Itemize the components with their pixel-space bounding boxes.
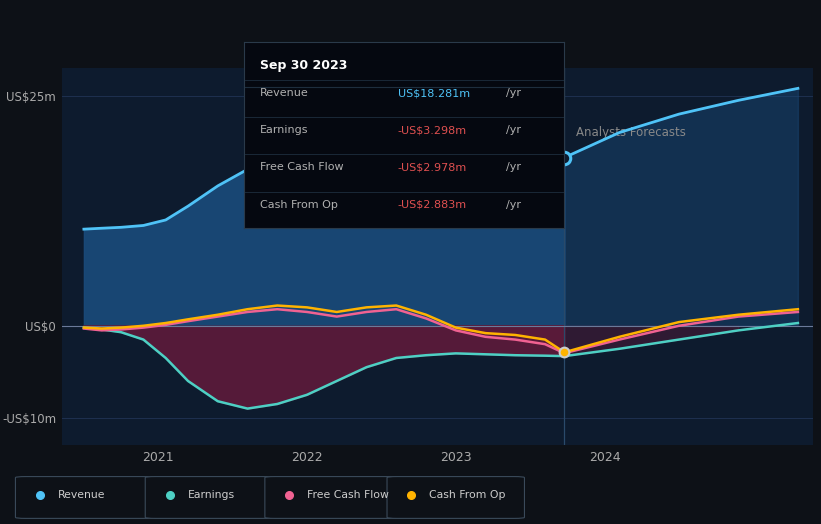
Text: Free Cash Flow: Free Cash Flow: [260, 162, 343, 172]
FancyBboxPatch shape: [145, 477, 273, 518]
Text: Cash From Op: Cash From Op: [260, 200, 337, 210]
Text: /yr: /yr: [507, 200, 521, 210]
Text: Cash From Op: Cash From Op: [429, 490, 506, 500]
Text: -US$2.883m: -US$2.883m: [397, 200, 466, 210]
Text: -US$3.298m: -US$3.298m: [397, 125, 466, 135]
Text: Revenue: Revenue: [57, 490, 105, 500]
Text: Revenue: Revenue: [260, 88, 309, 98]
Text: Earnings: Earnings: [187, 490, 235, 500]
FancyBboxPatch shape: [16, 477, 153, 518]
Text: /yr: /yr: [507, 88, 521, 98]
Text: Past: Past: [524, 126, 553, 139]
Text: -US$2.978m: -US$2.978m: [397, 162, 467, 172]
Text: Analysts Forecasts: Analysts Forecasts: [576, 126, 686, 139]
Text: /yr: /yr: [507, 125, 521, 135]
Text: US$18.281m: US$18.281m: [397, 88, 470, 98]
Text: /yr: /yr: [507, 162, 521, 172]
Text: Earnings: Earnings: [260, 125, 309, 135]
Text: Sep 30 2023: Sep 30 2023: [260, 59, 347, 72]
FancyBboxPatch shape: [387, 477, 525, 518]
FancyBboxPatch shape: [265, 477, 397, 518]
Text: Free Cash Flow: Free Cash Flow: [307, 490, 389, 500]
